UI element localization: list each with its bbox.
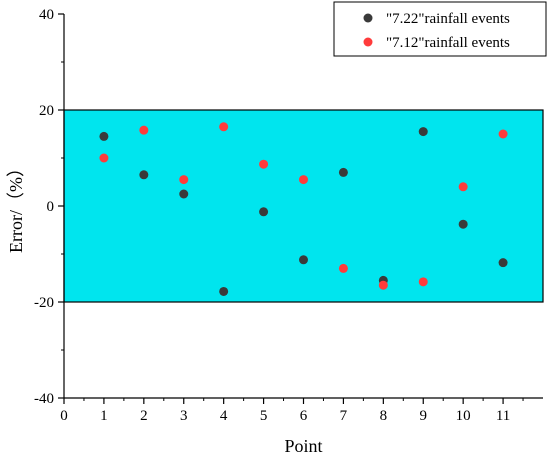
data-point <box>299 175 308 185</box>
x-tick-label: 4 <box>220 408 228 424</box>
y-tick-label: 20 <box>39 103 54 119</box>
data-points <box>99 122 508 296</box>
data-point <box>498 258 508 268</box>
y-tick-label: -20 <box>34 295 54 311</box>
data-point <box>458 219 468 229</box>
data-point <box>338 167 348 177</box>
data-point <box>378 280 388 290</box>
x-tick-label: 1 <box>100 408 108 424</box>
legend-label: "7.12"rainfall events <box>386 35 510 51</box>
y-tick-label: 40 <box>39 7 54 23</box>
data-point <box>418 127 428 137</box>
series-1 <box>99 127 508 296</box>
x-axis-ticks: 0 1 2 3 4 5 6 7 8 9 10 11 <box>60 398 524 424</box>
data-point <box>498 129 508 139</box>
data-point <box>338 263 348 273</box>
tolerance-band <box>63 109 544 303</box>
data-point <box>259 159 269 169</box>
data-point <box>139 170 149 180</box>
x-tick-label: 7 <box>340 408 348 424</box>
x-tick-label: 6 <box>300 408 308 424</box>
data-point <box>179 189 189 199</box>
legend-marker <box>363 13 373 23</box>
x-tick-label: 8 <box>380 408 388 424</box>
legend: "7.22"rainfall events "7.12"rainfall even… <box>333 1 547 57</box>
legend-label: "7.22"rainfall events <box>386 11 510 27</box>
y-axis-title: Error/（%） <box>6 159 26 253</box>
series-2 <box>99 122 508 290</box>
data-point <box>219 122 229 132</box>
legend-box <box>333 1 547 57</box>
data-point <box>259 207 269 217</box>
x-axis-title: Point <box>284 436 322 456</box>
data-point <box>458 182 468 192</box>
x-tick-label: 5 <box>260 408 268 424</box>
y-axis-ticks: -40 -20 0 20 40 <box>34 7 64 407</box>
x-tick-label: 0 <box>60 408 68 424</box>
data-point <box>219 286 229 296</box>
y-tick-label: -40 <box>34 391 54 407</box>
x-tick-label: 3 <box>180 408 188 424</box>
x-tick-label: 10 <box>456 408 471 424</box>
data-point <box>99 153 109 163</box>
data-point <box>179 175 189 185</box>
x-tick-label: 11 <box>496 408 510 424</box>
data-point <box>299 255 308 265</box>
x-tick-label: 9 <box>420 408 428 424</box>
data-point <box>139 125 149 135</box>
y-tick-label: 0 <box>47 199 55 215</box>
x-tick-label: 2 <box>140 408 148 424</box>
legend-marker <box>363 37 373 47</box>
data-point <box>418 277 428 287</box>
data-point <box>99 131 109 141</box>
